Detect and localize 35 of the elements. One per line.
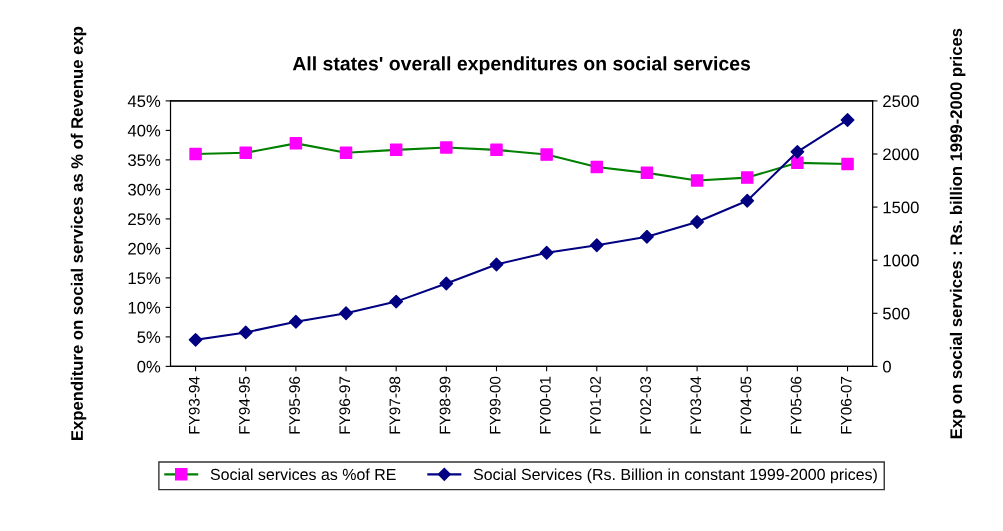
y-axis-title: Expenditure on social services as % of Revenue exp (70, 26, 87, 440)
y-tick-label: 20% (128, 242, 161, 255)
y2-tick-label: 500 (883, 307, 910, 320)
y-tick-label: 25% (128, 213, 161, 226)
x-tick-label: FY06-07 (840, 376, 852, 434)
y-tick-label: 40% (127, 124, 161, 137)
y2-tick-label: 0 (882, 360, 891, 373)
y-tick-label: 5% (137, 331, 161, 344)
legend-label: Social Services (Rs. Billion in constant 1999-2000 prices) (473, 468, 877, 484)
y2-tick-label: 2500 (883, 95, 919, 108)
x-tick-label: FY96-97 (339, 376, 351, 434)
legend-label: Social services as %of RE (210, 468, 396, 481)
y2-tick-label: 2000 (883, 148, 919, 161)
y-tick-label: 0% (137, 360, 161, 373)
chart-title: All states' overall expenditures on social services (292, 56, 751, 75)
x-tick-label: FY93-94 (188, 376, 200, 434)
y-tick-label: 15% (128, 272, 161, 285)
y2-axis-title: Exp on social services : Rs. billion 1999-2000 prices (949, 28, 966, 439)
y-tick-label: 10% (128, 301, 161, 314)
y-tick-label: 35% (128, 154, 161, 167)
x-tick-label: FY00-01 (539, 376, 551, 434)
x-tick-label: FY95-96 (289, 376, 300, 434)
x-tick-label: FY03-04 (690, 376, 702, 434)
x-tick-label: FY02-03 (640, 376, 652, 434)
x-tick-label: FY04-05 (740, 376, 752, 434)
y2-tick-label: 1500 (883, 201, 919, 214)
x-tick-label: FY94-95 (239, 376, 250, 434)
y-tick-label: 45% (127, 95, 161, 108)
y2-tick-label: 1000 (883, 254, 919, 267)
y-tick-label: 30% (128, 183, 161, 196)
x-tick-label: FY97-98 (389, 376, 401, 434)
x-tick-label: FY01-02 (590, 376, 601, 434)
x-tick-label: FY98-99 (439, 376, 451, 434)
x-tick-label: FY99-00 (489, 376, 501, 434)
x-tick-label: FY05-06 (790, 376, 802, 434)
